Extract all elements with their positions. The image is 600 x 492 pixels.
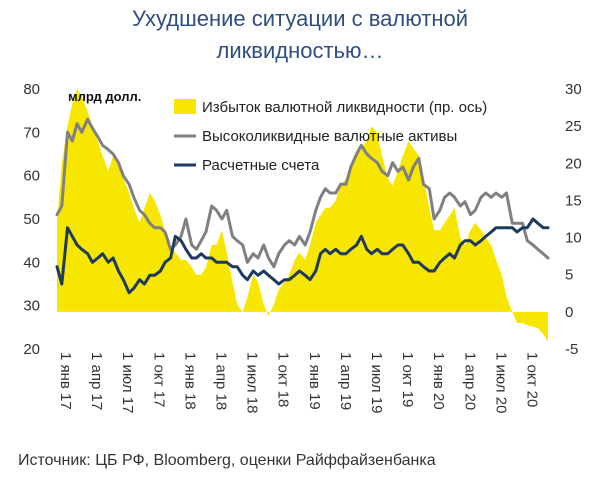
y-left-tick-label: 20 [23,341,40,358]
source-note: Источник: ЦБ РФ, Bloomberg, оценки Райфф… [18,452,436,469]
legend-label-liquid-assets: Высоколиквидные валютные активы [202,128,457,145]
y-right-tick-label: 5 [565,267,573,284]
series-line-liquid-assets [55,117,550,269]
y-right-tick-label: 0 [565,304,573,321]
x-tick-label: 1 янв 20 [430,352,447,410]
series-line-settlement-accounts [55,217,550,295]
legend-swatch-area [174,99,196,114]
x-tick-label: 1 окт 18 [275,352,292,407]
x-tick-label: 1 апр 17 [88,352,105,410]
x-tick-label: 1 июл 19 [368,352,385,413]
y-right-tick-label: 30 [565,81,582,98]
y-right-tick-label: 15 [565,192,582,209]
y-right-tick-label: -5 [565,341,578,358]
chart-canvas: 20 30 40 50 60 70 80 -5 0 5 10 15 20 25 30 1 янв 17 1 ап… [23,81,582,413]
x-tick-label: 1 янв 17 [57,352,74,410]
x-tick-label: 1 июл 17 [119,352,136,413]
x-tick-label: 1 апр 19 [337,352,354,410]
y-right-tick-label: 25 [565,118,582,135]
series-area-excess-liquidity [57,89,548,342]
y-left-tick-label: 60 [23,168,40,185]
legend-label-area: Избыток валютной ликвидности (пр. ось) [202,99,487,116]
x-tick-label: 1 окт 17 [150,352,167,407]
y-left-tick-label: 80 [23,81,40,98]
x-tick-label: 1 окт 19 [399,352,416,407]
x-tick-label: 1 янв 18 [181,352,198,410]
y-left-tick-label: 70 [23,124,40,141]
x-tick-label: 1 июл 18 [244,352,261,413]
x-tick-label: 1 апр 18 [213,352,230,410]
chart-title-line-2: ликвидностью… [216,38,384,63]
y-right-tick-label: 10 [565,230,582,247]
x-tick-label: 1 апр 20 [461,352,478,410]
chart-title-line-1: Ухудшение ситуации с валютной [131,6,469,31]
x-tick-label: 1 окт 20 [524,352,541,407]
x-tick-label: 1 янв 19 [306,352,323,410]
y-left-tick-label: 50 [23,211,40,228]
y-left-tick-label: 30 [23,298,40,315]
x-tick-label: 1 июл 20 [492,352,509,413]
unit-label: млрд долл. [68,89,141,104]
legend-label-settlement-accounts: Расчетные счета [202,157,320,174]
y-right-tick-label: 20 [565,155,582,172]
y-left-tick-label: 40 [23,254,40,271]
